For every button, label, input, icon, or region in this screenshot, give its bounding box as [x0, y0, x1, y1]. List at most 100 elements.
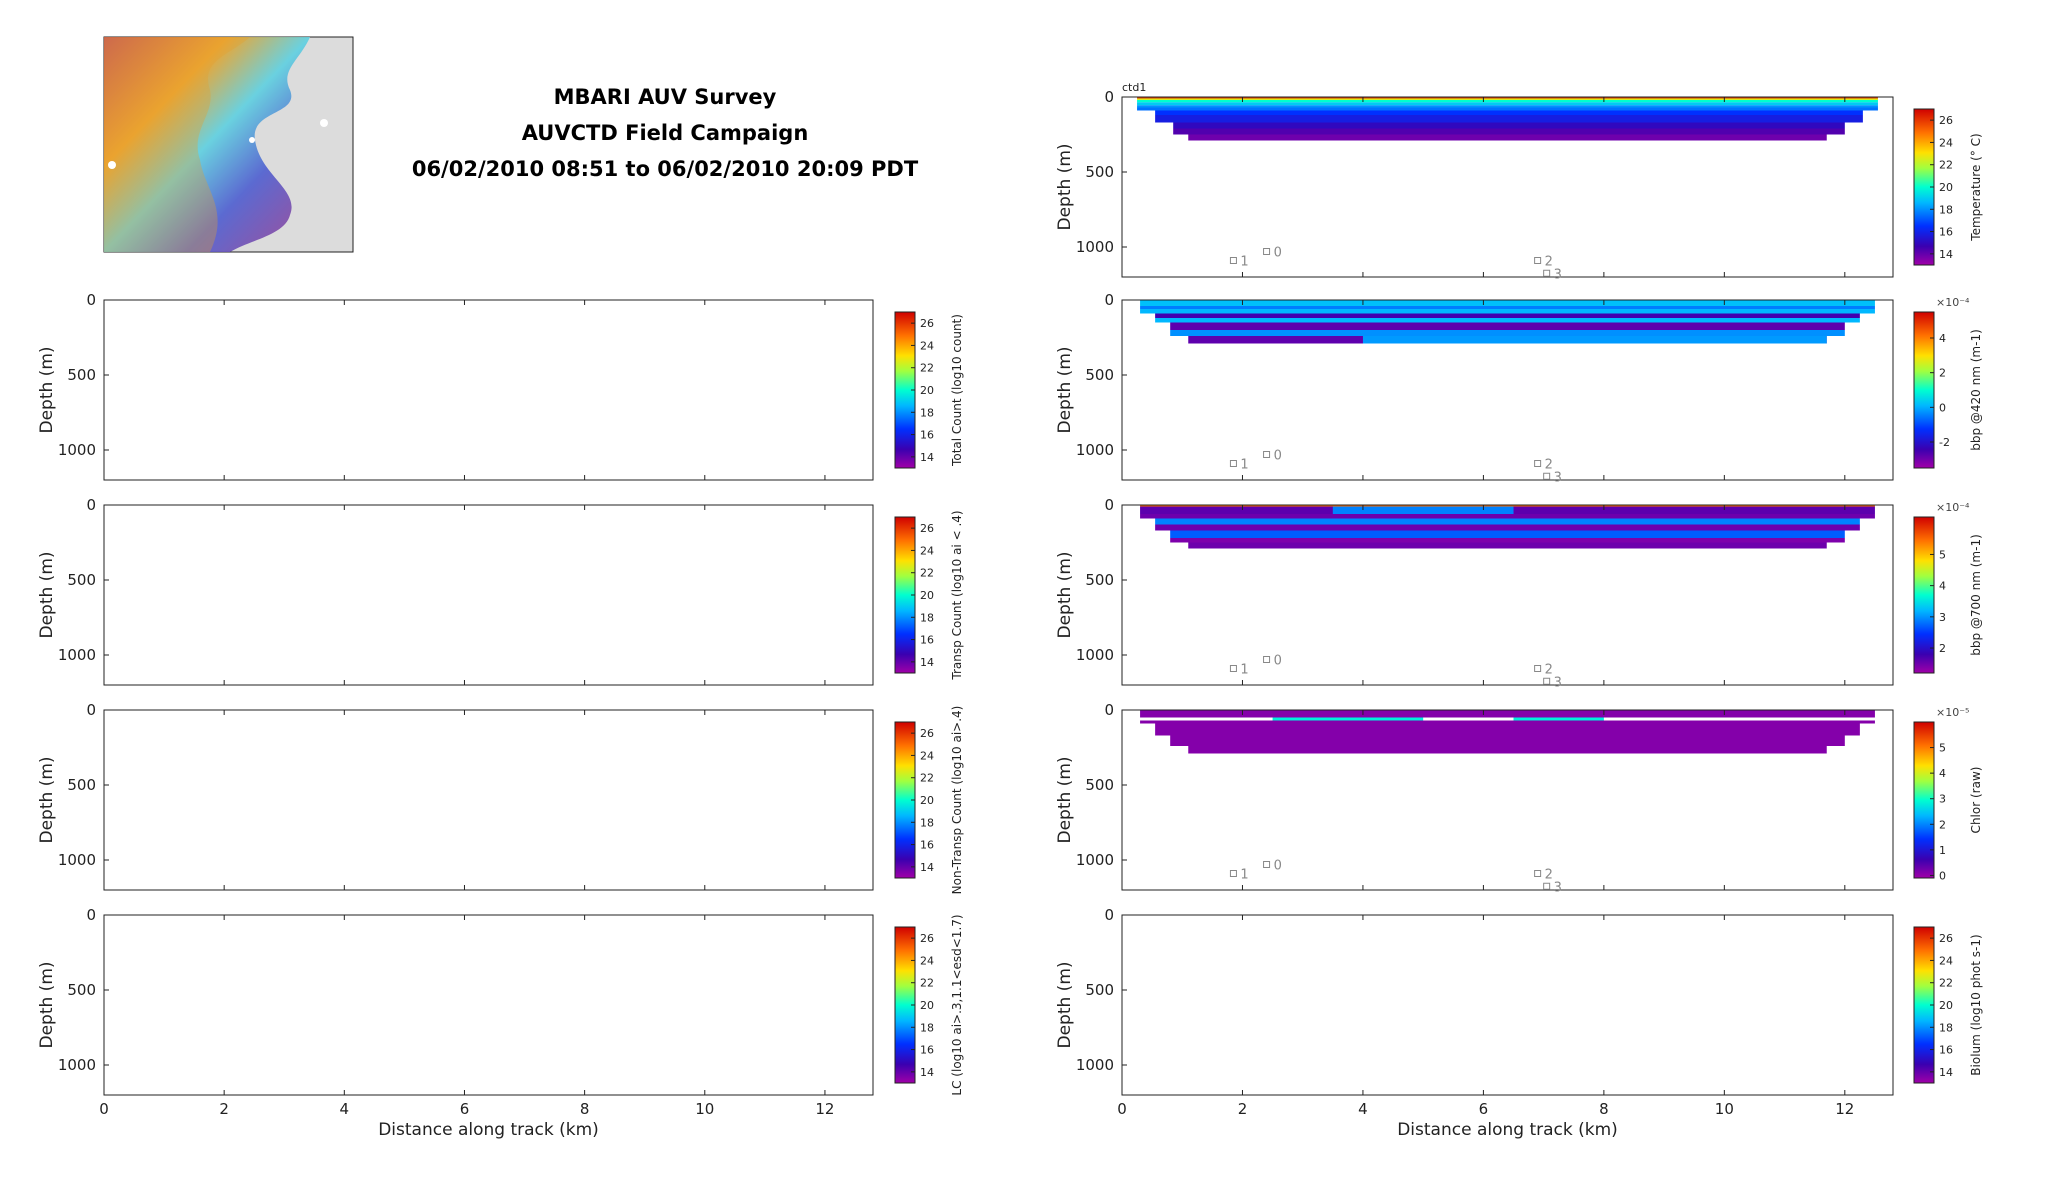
colorbar-tick-label: 22: [1939, 977, 1953, 990]
heatmap-cell: [1140, 306, 1875, 309]
station-marker-label: 0: [1274, 859, 1282, 874]
colorbar-tick-label: 16: [920, 429, 934, 442]
colorbar-tick-label: 16: [1939, 1044, 1953, 1057]
x-axis-label: Distance along track (km): [1397, 1120, 1618, 1140]
colorbar-tick-label: 18: [1939, 1021, 1953, 1034]
colorbar-tick-label: 0: [1939, 869, 1946, 882]
colorbar-tick-label: 26: [1939, 114, 1953, 127]
colorbar: 26 24 22 20 18 16 14 Non-Transp Count (log10 ai…: [894, 706, 964, 894]
y-axis-label: Depth (m): [37, 756, 57, 843]
y-tick-label: 500: [1085, 571, 1114, 589]
colorbar-tick-label: 16: [920, 839, 934, 852]
station-marker: [1263, 656, 1271, 663]
station-marker: [1229, 870, 1237, 877]
colorbar-tick-label: -2: [1939, 436, 1950, 449]
map-land-shade: [104, 37, 250, 252]
station-marker: [1534, 665, 1542, 672]
station-marker-label: 0: [1274, 654, 1282, 669]
y-tick-label: 500: [67, 981, 96, 999]
x-tick-label: 2: [1238, 1100, 1248, 1118]
plot-frame: [1121, 914, 1894, 1096]
colorbar-tick-label: 14: [920, 861, 934, 874]
station-marker-label: 0: [1274, 449, 1282, 464]
colorbar-tick-label: 4: [1939, 580, 1946, 593]
colorbar-tick-label: 24: [920, 544, 934, 557]
colorbar-tick-label: 18: [1939, 203, 1953, 216]
map-marker: [320, 119, 328, 127]
station-marker-label: 0: [1274, 246, 1282, 261]
colorbar-tick-label: 22: [920, 362, 934, 375]
x-axis-label: Distance along track (km): [378, 1120, 599, 1140]
heatmap-cell: [1140, 710, 1875, 718]
station-marker-label: 2: [1545, 663, 1553, 678]
colorbar-tick-label: 24: [1939, 136, 1953, 149]
plot-frame: [103, 914, 874, 1096]
colorbar-tick-label: 18: [920, 816, 934, 829]
plot-frame: [1121, 299, 1894, 481]
y-axis-label: Depth (m): [1055, 756, 1075, 843]
station-marker: [1543, 677, 1551, 685]
y-tick-label: 500: [67, 571, 96, 589]
station-marker: [1263, 861, 1271, 868]
station-marker: [1543, 882, 1551, 890]
heatmap-cell: [1155, 110, 1863, 115]
station-marker: [1229, 665, 1237, 672]
heatmap-cell: [1137, 97, 1878, 99]
title-line-1: MBARI AUV Survey: [554, 85, 777, 109]
figure-title: MBARI AUV Survey AUVCTD Field Campaign 0…: [412, 85, 919, 181]
station-marker-label: 3: [1554, 267, 1562, 282]
y-tick-label: 500: [1085, 776, 1114, 794]
colorbar-tick-label: 22: [920, 977, 934, 990]
heatmap-cell: [1362, 336, 1827, 344]
colorbar-tick-label: 20: [920, 384, 934, 397]
x-tick-label: 8: [580, 1100, 590, 1118]
x-tick-label: 4: [340, 1100, 350, 1118]
heatmap-cell: [1155, 723, 1860, 736]
colorbar-tick-label: 22: [920, 567, 934, 580]
colorbar-tick-label: 26: [1939, 932, 1953, 945]
heatmap-cell: [1140, 309, 1875, 314]
y-tick-label: 1000: [1076, 1056, 1114, 1074]
colorbar-multiplier: ×10⁻⁴: [1936, 501, 1970, 514]
station-marker: [1263, 451, 1271, 458]
y-tick-label: 1000: [1076, 441, 1114, 459]
colorbar-label: Temperature (° C): [1969, 133, 1983, 241]
heatmap-cell: [1188, 746, 1827, 754]
colorbar-tick-label: 20: [920, 794, 934, 807]
y-tick-label: 0: [86, 906, 96, 924]
heatmap-cell: [1170, 538, 1845, 543]
colorbar-tick-label: 18: [920, 611, 934, 624]
station-marker-label: 3: [1554, 880, 1562, 895]
map-marker: [108, 161, 116, 169]
x-tick-label: 6: [460, 1100, 470, 1118]
plot-label: ctd1: [1122, 81, 1146, 94]
colorbar-tick-label: 22: [1939, 159, 1953, 172]
heatmap-cell: [1173, 128, 1845, 135]
colorbar-label: Chlor (raw): [1969, 767, 1983, 834]
y-tick-label: 0: [1104, 906, 1114, 924]
colorbar: 5 4 3 2 1 0 ×10⁻⁵ Chlor (raw): [1913, 706, 1983, 882]
colorbar: 5 4 3 2 ×10⁻⁴ bbp @700 nm (m-1): [1913, 501, 1983, 674]
colorbar-label: Biolum (log10 phot s-1): [1969, 934, 1983, 1075]
y-tick-label: 1000: [58, 441, 96, 459]
heatmap-cell: [1188, 134, 1827, 141]
heatmap-cell: [1140, 505, 1875, 507]
y-tick-label: 0: [86, 701, 96, 719]
y-tick-label: 500: [67, 776, 96, 794]
colorbar-gradient: [1913, 311, 1935, 469]
y-tick-label: 0: [1104, 291, 1114, 309]
colorbar-tick-label: 26: [920, 317, 934, 330]
plot-frame: [1121, 709, 1894, 891]
y-tick-label: 500: [67, 366, 96, 384]
station-marker-label: 1: [1240, 255, 1248, 270]
y-tick-label: 1000: [58, 646, 96, 664]
colorbar-gradient: [1913, 721, 1935, 879]
colorbar-label: Total Count (log10 count): [950, 314, 964, 467]
colorbar-tick-label: 2: [1939, 367, 1946, 380]
colorbar: 26 24 22 20 18 16 14 Transp Count (log10 ai < .…: [894, 510, 964, 681]
